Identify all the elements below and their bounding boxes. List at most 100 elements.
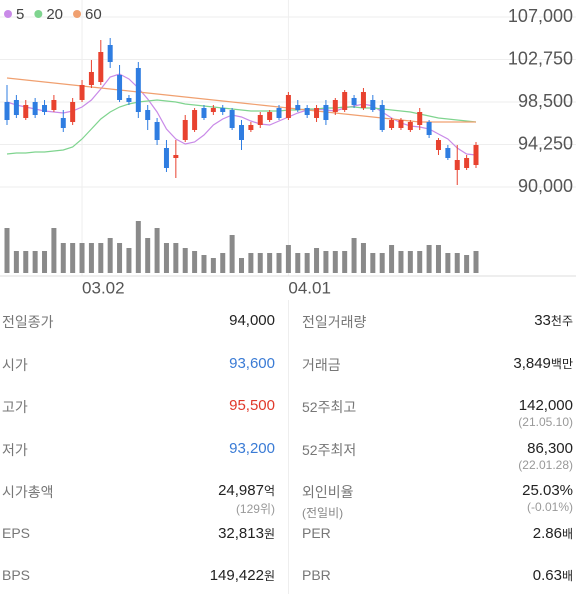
label-sub: (전일비)	[302, 506, 344, 520]
volume-bar	[360, 243, 366, 273]
volume-bar	[32, 251, 38, 273]
row-value: 33천주	[534, 312, 573, 329]
candle-body	[163, 148, 169, 168]
y-tick-label: 102,750	[508, 48, 573, 68]
candle-body	[435, 140, 441, 150]
volume-bar	[229, 235, 235, 273]
volume-bar	[117, 243, 123, 273]
candle-body	[323, 105, 329, 120]
row-label: 고가	[2, 397, 28, 417]
label-text: 거래금	[302, 356, 341, 373]
row-value: 32,813원	[218, 525, 275, 542]
volume-bar	[248, 253, 254, 273]
row-label: PER	[302, 525, 331, 541]
volume-bar	[389, 245, 395, 273]
candle-body	[145, 110, 151, 120]
volume-bar	[314, 248, 320, 273]
volume-bar	[370, 253, 376, 273]
row-label: 외인비율 (전일비)	[302, 482, 354, 521]
volume-bar	[323, 251, 329, 273]
value-text: 25.03%	[522, 482, 573, 499]
volume-bar	[201, 255, 207, 273]
candle-body	[351, 98, 357, 105]
volume-bar	[304, 253, 310, 273]
volume-bar	[332, 251, 338, 273]
candle-body	[42, 105, 48, 112]
value-unit: 백만	[550, 356, 573, 371]
volume-bar	[107, 238, 113, 273]
row-value: 93,200	[229, 440, 275, 457]
candle-body	[276, 108, 282, 118]
legend-swatch	[4, 10, 12, 18]
candle-body	[257, 115, 263, 125]
volume-bar	[379, 253, 385, 273]
volume-bar	[239, 258, 244, 273]
legend-swatch	[73, 10, 82, 18]
value-text: 93,600	[229, 354, 275, 372]
x-tick-label: 03.02	[82, 278, 125, 297]
legend-label: 5	[16, 6, 24, 23]
volume-bar	[154, 228, 160, 273]
candle-body	[304, 108, 310, 115]
value-text: 86,300	[527, 439, 573, 457]
volume-bar	[220, 253, 226, 273]
candle-body	[98, 52, 104, 82]
volume-bar	[23, 251, 29, 273]
value-sub: (129위)	[235, 502, 275, 516]
y-tick-label: 98,500	[518, 91, 573, 111]
volume-bar	[342, 251, 348, 273]
table-row: PER 2.86배	[300, 525, 573, 567]
candle-body	[285, 95, 291, 118]
value-text: 149,422	[209, 567, 264, 584]
candle-body	[135, 68, 141, 112]
row-label: 저가	[2, 440, 28, 460]
candle-body	[314, 108, 320, 118]
row-label: 전일거래량	[302, 312, 366, 332]
volume-bar	[182, 248, 188, 273]
candle-body	[398, 120, 404, 128]
volume-bar	[60, 243, 66, 273]
value-sub: (-0.01%)	[526, 500, 573, 514]
label-text: 시가총액	[2, 484, 54, 500]
value-text: 0.63	[532, 567, 562, 584]
chart: 107,000 102,750 98,500 94,250 90,000 03.02 04.…	[0, 0, 576, 297]
candle-body	[117, 75, 123, 100]
row-value: 3,849백만	[513, 355, 573, 372]
volume-bar	[417, 251, 423, 273]
legend-label: 20	[46, 6, 63, 23]
candle-body	[229, 110, 235, 128]
candle-body	[173, 155, 179, 158]
row-label: PBR	[302, 567, 331, 583]
label-text: PBR	[302, 567, 331, 583]
value-unit: 억	[263, 484, 275, 498]
value-sub: (21.05.10)	[518, 415, 573, 429]
value-text: 94,000	[229, 312, 275, 329]
volume-bar	[51, 228, 57, 273]
volume-bar	[295, 253, 301, 273]
label-text: 전일거래량	[302, 314, 367, 330]
candle-body	[154, 122, 160, 140]
candle-body	[454, 160, 460, 170]
volume-bar	[426, 245, 432, 273]
volume-bar	[4, 228, 10, 273]
candle-body	[332, 100, 338, 112]
volume-bar	[79, 243, 85, 273]
value-sub: (22.01.28)	[518, 457, 573, 472]
table-row: 고가 95,500	[0, 397, 275, 439]
row-value: 2.86배	[533, 525, 573, 542]
candle-body	[370, 100, 376, 110]
row-label: 시가총액	[2, 482, 54, 502]
candle-body	[32, 102, 38, 115]
candle-body	[407, 122, 413, 130]
candle-body	[210, 108, 216, 112]
label-text: BPS	[2, 567, 31, 583]
candle-body	[342, 92, 348, 110]
row-label: BPS	[2, 567, 30, 583]
label-text: 52주최고	[302, 399, 357, 415]
label-text: PER	[302, 524, 331, 541]
table-row: 외인비율 (전일비) 25.03% (-0.01%)	[300, 482, 573, 524]
candle-body	[70, 102, 76, 122]
volume-bar	[257, 253, 263, 273]
candle-body	[473, 145, 479, 165]
value-text: 33	[534, 312, 551, 329]
